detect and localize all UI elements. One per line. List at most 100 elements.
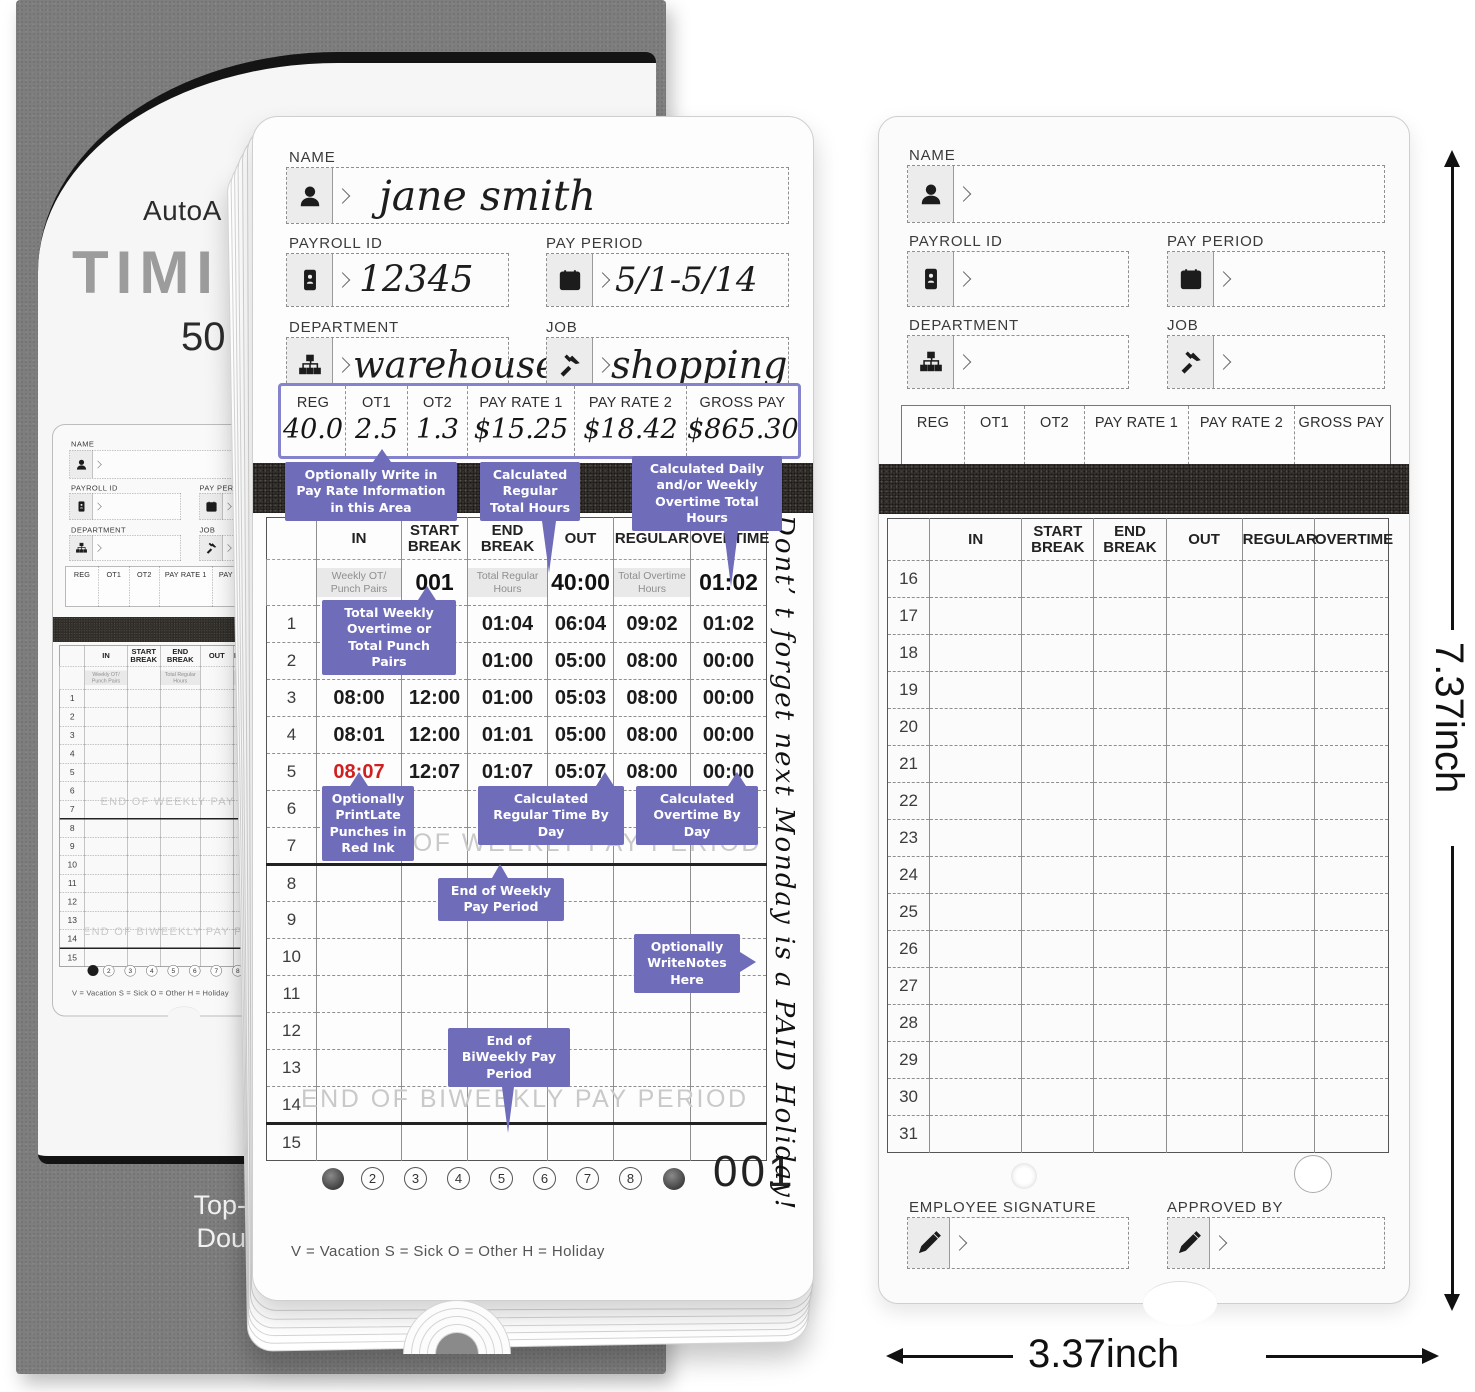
time-cell: 08:00 — [316, 679, 402, 717]
time-cell: 00:00 — [690, 679, 767, 717]
time-cell — [127, 874, 161, 893]
time-cell: 08:00 — [613, 716, 691, 754]
time-cell: 05:03 — [547, 679, 614, 717]
time-cell — [401, 1123, 468, 1161]
day-number: 7 — [266, 827, 317, 866]
day-number: 29 — [887, 1041, 930, 1079]
time-cell — [929, 967, 1022, 1005]
pay-period-field: 5/1-5/14 — [546, 253, 789, 307]
time-cell — [613, 901, 691, 939]
pay-rate-table: REG 40.0 OT1 2.5 OT2 1.3 PAY RATE 1 $15.25 P… — [278, 383, 801, 459]
time-cell — [127, 929, 161, 949]
time-cell — [1241, 708, 1315, 746]
punch-hole — [663, 1168, 685, 1190]
time-cell — [1021, 708, 1094, 746]
circled-number: 8 — [619, 1167, 642, 1190]
punch-hole — [1294, 1155, 1332, 1193]
time-row: 29 — [887, 1041, 1389, 1079]
time-cell — [1165, 597, 1243, 635]
payroll-id-value: 12345 — [359, 259, 474, 301]
circled-number: 3 — [124, 965, 136, 977]
time-cell — [1241, 560, 1315, 598]
time-cell: 08:00 — [613, 642, 691, 680]
time-row: 26 — [887, 930, 1389, 968]
person-icon — [287, 168, 333, 223]
time-cell — [547, 975, 614, 1013]
time-cell — [160, 818, 201, 838]
time-row: 4 08:01 12:00 01:01 05:00 08:00 00:00 — [266, 716, 767, 754]
day-number: 15 — [266, 1123, 317, 1161]
name-value: jane smith — [379, 171, 596, 220]
day-number: 4 — [266, 716, 317, 754]
time-cell — [127, 744, 161, 764]
department-value: warehouse — [353, 343, 558, 387]
time-cell — [929, 930, 1022, 968]
day-number: 25 — [887, 893, 930, 931]
punch-hole — [1011, 1163, 1037, 1189]
day-number: 12 — [59, 892, 85, 912]
time-cell — [613, 1012, 691, 1050]
time-cell — [316, 1012, 402, 1050]
time-cell — [1021, 967, 1094, 1005]
punch-hole — [87, 965, 99, 976]
day-number: 30 — [887, 1078, 930, 1116]
time-cell — [200, 800, 234, 820]
time-cell — [1241, 1115, 1315, 1153]
calendar-icon — [1168, 252, 1214, 306]
org-chart-icon — [70, 535, 93, 561]
callout-overtime-by-day: Calculated Overtime By Day — [636, 772, 758, 845]
day-number: 14 — [59, 929, 85, 949]
day-number: 9 — [59, 837, 85, 856]
circled-number: 7 — [576, 1167, 599, 1190]
mini-department-field — [69, 535, 181, 561]
card-stack-notch — [402, 1252, 512, 1354]
callout-regular-total: Calculated Regular Total Hours — [480, 462, 580, 573]
day-number: 10 — [266, 938, 317, 976]
time-cell — [613, 1086, 691, 1125]
time-cell — [1093, 893, 1167, 931]
time-cell: 00:00 — [690, 642, 767, 680]
time-row: 20 — [887, 708, 1389, 746]
day-number: 10 — [59, 855, 85, 875]
time-cell — [929, 1078, 1022, 1116]
time-cell — [1093, 708, 1167, 746]
end-biweekly-watermark: END OF BIWEEKLY PAY PERIOD — [301, 1085, 749, 1113]
front-card-stack: NAME jane smith PAYROLL ID 12345 PAY PER… — [226, 116, 814, 1376]
time-cell: 01:01 — [467, 716, 548, 754]
time-cell: 01:00 — [467, 679, 548, 717]
time-cell — [929, 708, 1022, 746]
time-cell — [84, 892, 128, 912]
time-cell: 12:00 — [401, 679, 468, 717]
time-cell: 08:01 — [316, 716, 402, 754]
time-row: 23 — [887, 819, 1389, 857]
day-number: 23 — [887, 819, 930, 857]
time-cell — [1165, 1078, 1243, 1116]
time-cell — [1313, 1115, 1389, 1153]
callout-end-weekly: End of Weekly Pay Period — [438, 864, 564, 921]
day-number: 8 — [59, 818, 85, 838]
day-number: 11 — [59, 874, 85, 893]
dimension-line-vertical — [1451, 846, 1454, 1296]
pay-period-value: 5/1-5/14 — [615, 260, 758, 300]
day-number: 11 — [266, 975, 317, 1013]
time-row: 21 — [887, 745, 1389, 783]
time-cell — [1241, 967, 1315, 1005]
time-cell — [1093, 782, 1167, 820]
day-number: 27 — [887, 967, 930, 1005]
time-cell — [84, 744, 128, 764]
time-cell — [84, 837, 128, 856]
time-cell — [929, 856, 1022, 894]
time-cell: 09:02 — [613, 605, 691, 643]
time-cell — [1313, 856, 1389, 894]
tools-icon — [1168, 336, 1214, 388]
time-cell: 00:00 — [690, 753, 767, 791]
time-cell — [1241, 745, 1315, 783]
time-cell — [690, 1086, 767, 1125]
time-cell — [613, 1049, 691, 1087]
day-number: 22 — [887, 782, 930, 820]
time-cell — [1093, 745, 1167, 783]
time-row: 19 — [887, 671, 1389, 709]
time-cell — [1313, 597, 1389, 635]
